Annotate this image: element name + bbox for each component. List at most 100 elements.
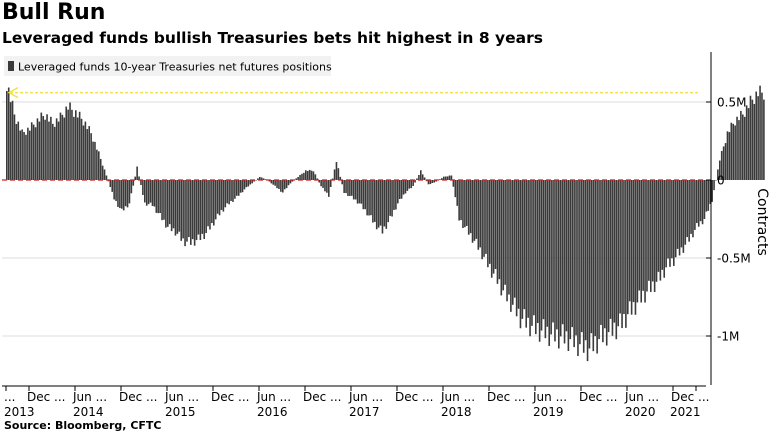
data-bar — [299, 174, 301, 180]
x-tick-label: Jun ... — [256, 390, 291, 404]
data-bar — [483, 180, 485, 257]
data-bar — [529, 180, 531, 337]
y-tick-label: 0 — [717, 174, 725, 188]
data-bar — [609, 180, 612, 319]
data-bar — [705, 180, 708, 212]
data-bar — [214, 180, 217, 220]
x-tick-label: Jun ... — [624, 390, 659, 404]
data-bar — [605, 180, 608, 346]
data-bar — [696, 180, 698, 224]
data-bar — [755, 91, 758, 180]
data-bar — [297, 177, 299, 180]
data-bar — [588, 180, 591, 349]
data-bar — [9, 102, 12, 180]
data-bar — [88, 126, 91, 180]
data-bar — [218, 180, 221, 216]
data-bar — [397, 180, 399, 204]
y-tick-label: 0.5M — [717, 96, 746, 110]
data-bar — [559, 180, 562, 337]
data-bar — [255, 180, 257, 181]
data-bar — [726, 131, 729, 180]
data-bar — [398, 180, 401, 200]
data-bar — [628, 180, 631, 302]
data-bar — [351, 180, 353, 196]
data-bar — [653, 180, 656, 293]
data-bar — [433, 180, 436, 183]
data-bar — [556, 180, 558, 330]
data-bar — [186, 180, 188, 242]
data-bar — [34, 127, 37, 180]
data-bar — [59, 112, 62, 180]
data-bar — [124, 180, 127, 207]
data-bar — [571, 180, 574, 328]
data-bar — [554, 180, 556, 342]
data-bar — [446, 176, 449, 180]
data-bar — [65, 106, 68, 180]
data-bar — [236, 180, 238, 196]
data-bar — [27, 127, 29, 180]
data-bar — [600, 180, 602, 325]
data-bar — [527, 180, 529, 318]
data-bar — [36, 118, 39, 180]
data-bar — [498, 180, 501, 280]
x-tick-year-label: 2021 — [670, 405, 701, 419]
data-bar — [216, 180, 219, 214]
data-bar — [46, 114, 48, 180]
data-bar — [638, 180, 641, 291]
x-tick-label: Dec ... — [671, 390, 709, 404]
data-bar — [462, 180, 464, 229]
x-tick-label: Jun ... — [72, 390, 107, 404]
data-bar — [98, 151, 100, 180]
data-bar — [496, 180, 499, 284]
data-bar — [703, 180, 706, 219]
data-bar — [247, 180, 250, 187]
data-bar — [224, 180, 227, 208]
data-bar — [310, 170, 313, 180]
data-bar — [391, 180, 393, 217]
data-bar — [502, 180, 505, 291]
data-bar — [195, 180, 198, 241]
data-bar — [385, 180, 388, 229]
data-bar — [573, 180, 575, 348]
data-bar — [308, 169, 311, 180]
legend: Leveraged funds 10-year Treasuries net f… — [4, 56, 332, 76]
data-bar — [113, 180, 115, 200]
data-bar — [492, 180, 495, 274]
data-bar — [719, 160, 721, 180]
data-bar — [450, 175, 453, 180]
data-bar — [439, 179, 441, 180]
data-bar — [184, 180, 186, 247]
x-tick-label: Jun ... — [348, 390, 383, 404]
data-bar — [23, 132, 25, 180]
data-bar — [193, 180, 196, 246]
data-bar — [90, 133, 92, 180]
data-bar — [234, 180, 236, 199]
data-bar — [272, 180, 275, 185]
data-bar — [7, 87, 10, 180]
data-bar — [138, 176, 140, 180]
x-tick-label: Jun ... — [532, 390, 567, 404]
data-bar — [375, 180, 378, 230]
data-bar — [592, 180, 595, 352]
data-bar — [651, 180, 654, 282]
data-bar — [565, 180, 568, 332]
data-bar — [366, 180, 368, 216]
data-bar — [717, 169, 719, 180]
data-bar — [75, 110, 77, 180]
data-bar — [368, 180, 370, 216]
data-bar — [372, 180, 374, 223]
data-bar — [680, 180, 683, 248]
data-bar — [761, 92, 763, 180]
data-bar — [479, 180, 482, 248]
data-bar — [673, 180, 675, 266]
x-tick-label: Dec ... — [579, 390, 617, 404]
x-tick-year-label: 2020 — [625, 405, 656, 419]
data-bar — [665, 180, 667, 268]
data-bar — [732, 123, 735, 180]
data-bar — [329, 180, 332, 188]
data-bar — [630, 180, 633, 315]
data-bar — [584, 180, 587, 341]
data-bar — [245, 180, 248, 188]
data-bar — [314, 174, 317, 180]
data-bar — [688, 180, 690, 242]
